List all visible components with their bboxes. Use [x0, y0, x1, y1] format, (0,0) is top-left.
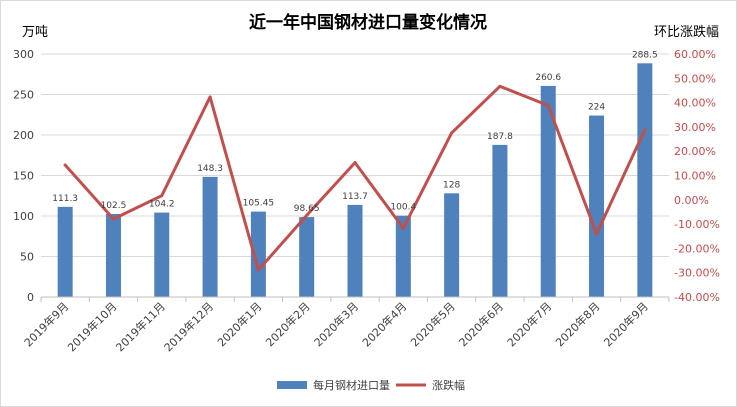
- left-axis-tick-label: 150: [13, 170, 34, 183]
- line-point: [111, 217, 115, 221]
- line-point: [643, 128, 647, 132]
- right-axis-tick-label: -40.00%: [674, 291, 720, 304]
- bar-data-label: 113.7: [342, 192, 368, 202]
- bar-data-label: 187.8: [487, 132, 513, 142]
- right-axis-tick-label: 50.00%: [674, 72, 716, 85]
- left-axis-tick-label: 200: [13, 129, 34, 142]
- x-axis-category-label: 2020年4月: [359, 299, 409, 349]
- bar-data-label: 111.3: [52, 194, 78, 204]
- bar-data-label: 224: [588, 103, 605, 113]
- bar-data-label: 102.5: [101, 201, 127, 211]
- legend-line-label: 涨跌幅: [432, 378, 465, 392]
- legend-bar-swatch: [277, 381, 307, 389]
- left-axis-unit: 万吨: [22, 25, 48, 40]
- x-axis-category-label: 2020年5月: [408, 299, 458, 349]
- x-axis-category-label: 2020年6月: [456, 299, 506, 349]
- x-axis-category-label: 2019年10月: [64, 299, 119, 354]
- x-axis-category-label: 2020年3月: [311, 299, 361, 349]
- right-axis-tick-label: 40.00%: [674, 97, 716, 110]
- bar: [347, 204, 363, 297]
- line-series: [63, 84, 647, 272]
- right-axis-tick-label: 20.00%: [674, 145, 716, 158]
- line-point: [63, 163, 67, 167]
- bar: [154, 212, 170, 297]
- bar: [540, 85, 556, 297]
- left-axis-tick-label: 300: [13, 48, 34, 61]
- x-axis-category-label: 2020年7月: [504, 299, 554, 349]
- bar: [492, 144, 508, 297]
- bar-data-label: 260.6: [535, 73, 561, 83]
- bar-data-label: 105.45: [243, 199, 275, 209]
- right-axis-tick-label: -20.00%: [674, 242, 720, 255]
- x-axis-category-label: 2019年11月: [113, 299, 168, 354]
- right-axis-tick-label: -30.00%: [674, 267, 720, 280]
- x-axis-category-label: 2020年8月: [552, 299, 602, 349]
- line-point: [595, 232, 599, 236]
- bar: [637, 63, 653, 297]
- right-axis-unit: 环比涨跌幅: [654, 24, 719, 40]
- right-axis-tick-label: 0.00%: [674, 194, 709, 207]
- line-point: [160, 194, 164, 198]
- chart-title: 近一年中国钢材进口量变化情况: [249, 12, 487, 33]
- bar: [250, 211, 266, 297]
- bar: [299, 217, 315, 297]
- line-point: [353, 161, 357, 165]
- legend: 每月钢材进口量 涨跌幅: [277, 378, 465, 392]
- right-axis-tick-label: 10.00%: [674, 170, 716, 183]
- legend-bar-label: 每月钢材进口量: [313, 378, 390, 392]
- line-point: [401, 226, 405, 230]
- bar: [589, 115, 605, 297]
- right-axis-tick-label: 30.00%: [674, 121, 716, 134]
- line-point: [305, 213, 309, 217]
- bar-data-label: 128: [443, 180, 460, 190]
- line-point: [450, 131, 454, 135]
- bar-data-label: 104.2: [149, 200, 175, 210]
- x-axis-category-label: 2019年12月: [161, 299, 216, 354]
- x-axis-category-label: 2020年9月: [601, 299, 651, 349]
- left-axis-tick-label: 0: [27, 291, 34, 304]
- left-axis-tick-label: 50: [20, 251, 34, 264]
- bar: [105, 213, 121, 297]
- bar: [57, 206, 73, 297]
- line-point: [256, 268, 260, 272]
- bar-data-label: 100.4: [390, 203, 416, 213]
- line-point: [498, 84, 502, 88]
- left-axis-tick-label: 100: [13, 210, 34, 223]
- x-axis-category-label: 2020年2月: [263, 299, 313, 349]
- x-axis-category-label: 2019年9月: [21, 299, 71, 349]
- left-axis-tick-label: 250: [13, 89, 34, 102]
- bar-series: [57, 63, 653, 297]
- bar: [395, 215, 411, 297]
- line-point: [208, 95, 212, 99]
- bar: [202, 176, 218, 297]
- right-axis-tick-label: 60.00%: [674, 48, 716, 61]
- right-axis-tick-label: -10.00%: [674, 218, 720, 231]
- x-axis-category-label: 2020年1月: [214, 299, 264, 349]
- bar-data-label: 148.3: [197, 164, 223, 174]
- bar-data-label: 288.5: [632, 50, 658, 60]
- bar: [444, 193, 460, 297]
- bar-data-label: 98.65: [294, 204, 320, 214]
- data-labels: 111.3 102.5 104.2 148.3 105.45 98.65 113.7 100.…: [52, 50, 657, 214]
- line-point: [546, 104, 550, 108]
